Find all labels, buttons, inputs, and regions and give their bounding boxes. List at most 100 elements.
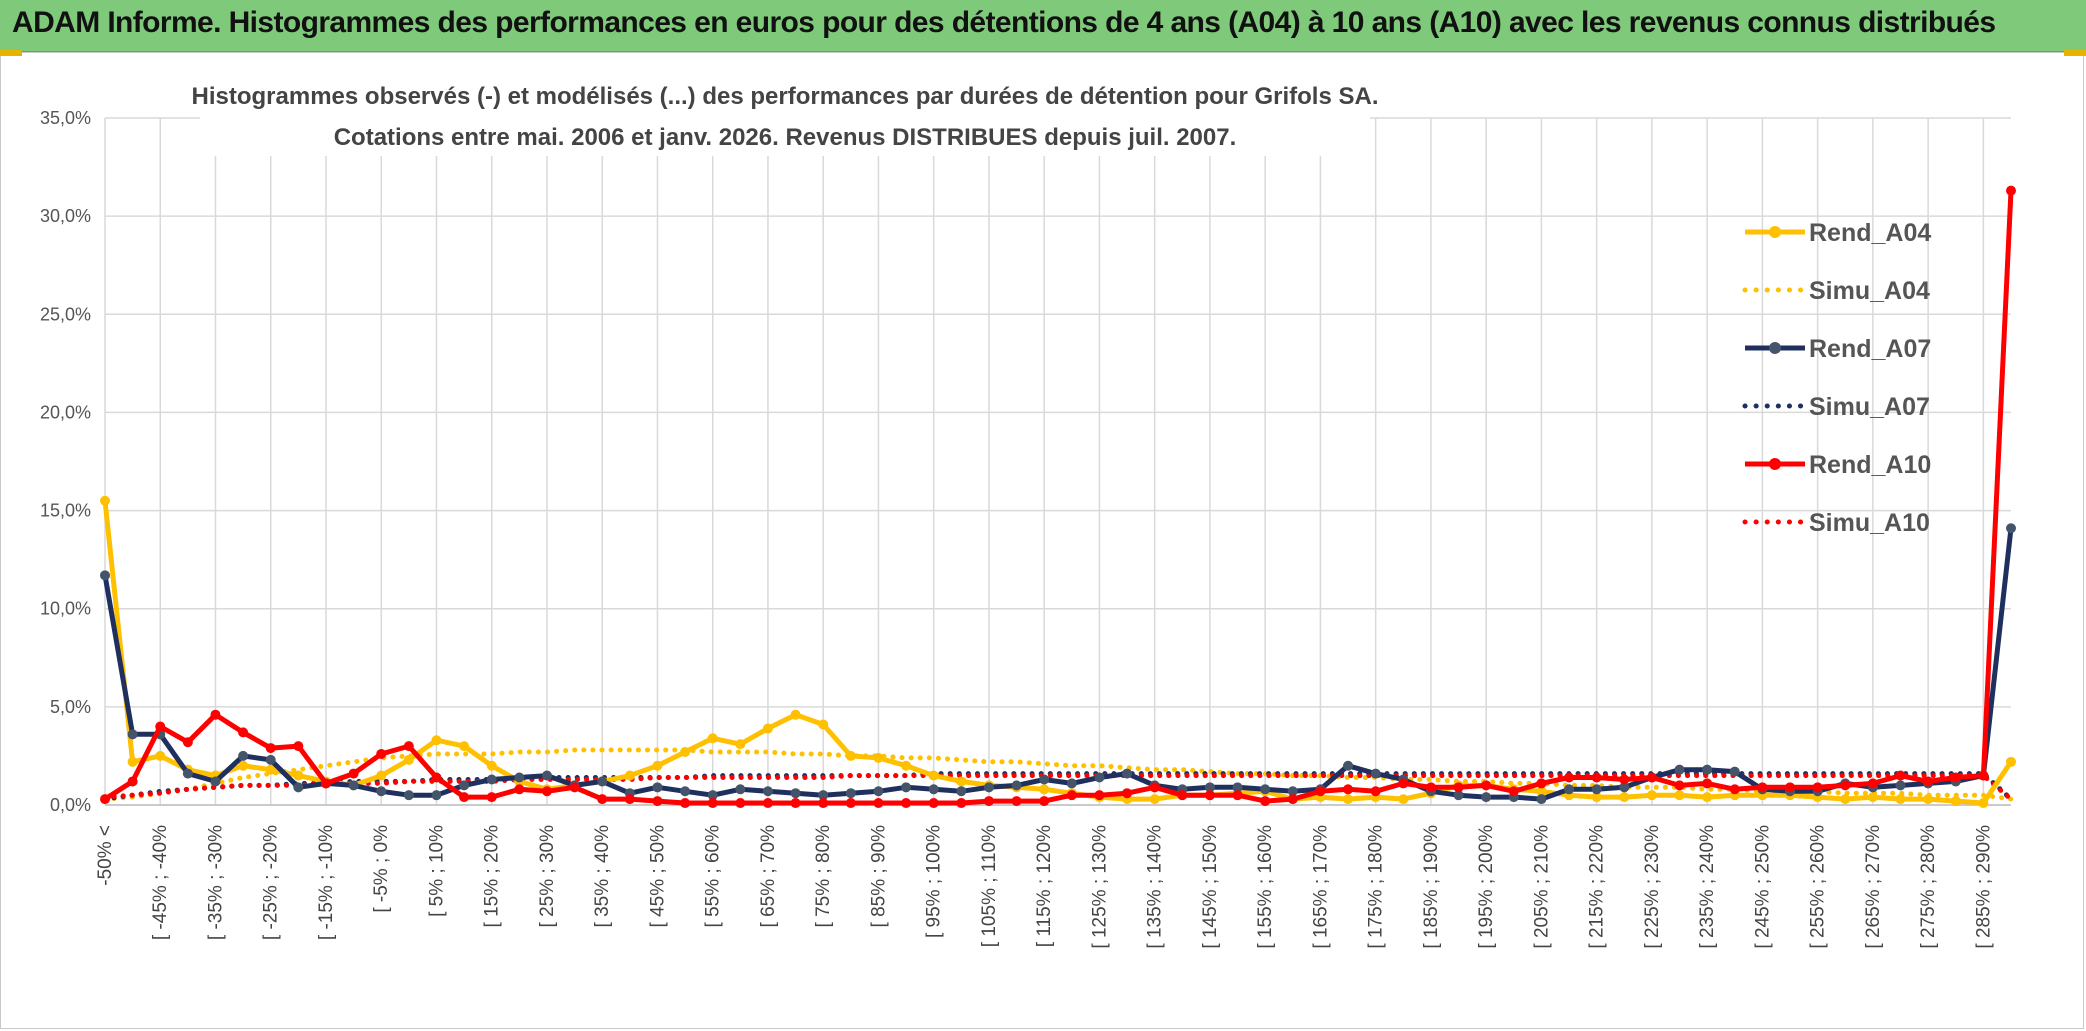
x-tick-label: [ 15% ; 20% xyxy=(482,825,503,928)
x-tick-label: [ 165% ; 170% xyxy=(1310,825,1331,949)
data-point xyxy=(1287,794,1298,805)
legend-item: Rend_A10 xyxy=(1745,451,1931,479)
chart-title-background xyxy=(200,74,1370,156)
data-point xyxy=(210,776,221,787)
data-point xyxy=(1895,780,1906,791)
data-point xyxy=(2006,756,2016,767)
x-tick-label: -50% < xyxy=(95,825,116,886)
data-point xyxy=(486,774,497,785)
data-point xyxy=(928,798,939,809)
legend-label: Rend_A04 xyxy=(1809,219,1931,247)
series-simu-a04 xyxy=(102,747,2014,802)
data-point xyxy=(845,750,856,761)
data-point xyxy=(100,570,110,581)
data-point xyxy=(652,796,663,807)
data-point xyxy=(569,782,580,793)
data-point xyxy=(762,798,773,809)
x-tick-label: [ 55% ; 60% xyxy=(703,825,724,928)
data-point xyxy=(1591,772,1602,783)
data-point xyxy=(1453,782,1464,793)
data-point xyxy=(155,721,166,732)
data-point xyxy=(1094,772,1105,783)
data-point xyxy=(431,790,442,801)
x-tick-label: [ -45% ; -40% xyxy=(150,825,171,940)
data-point xyxy=(956,776,967,787)
data-point xyxy=(541,786,552,797)
data-point xyxy=(127,776,138,787)
data-point xyxy=(348,768,359,779)
data-point xyxy=(459,792,470,803)
x-tick-label: [ 95% ; 100% xyxy=(924,825,945,938)
x-tick-label: [ 105% ; 110% xyxy=(979,825,1000,947)
data-point xyxy=(707,733,718,744)
legend-marker xyxy=(1769,226,1781,238)
data-point xyxy=(1757,782,1768,793)
data-point xyxy=(182,768,193,779)
data-point xyxy=(1315,786,1326,797)
x-tick-label: [ 25% ; 30% xyxy=(537,825,558,928)
data-point xyxy=(1923,794,1934,805)
y-tick-label: 25,0% xyxy=(40,304,91,324)
data-point xyxy=(376,748,387,759)
data-point xyxy=(1453,790,1464,801)
data-point xyxy=(707,798,718,809)
data-point xyxy=(1370,786,1381,797)
data-point xyxy=(210,709,221,720)
legend-label: Simu_A07 xyxy=(1809,393,1930,421)
data-point xyxy=(1812,782,1823,793)
series-line xyxy=(102,498,2014,806)
data-point xyxy=(1674,790,1685,801)
data-point xyxy=(403,754,414,765)
x-tick-label: [ 275% ; 280% xyxy=(1918,825,1939,949)
data-point xyxy=(1481,780,1492,791)
data-point xyxy=(624,794,635,805)
chart-title-line1: Histogrammes observés (-) et modélisés (… xyxy=(192,83,1379,110)
x-tick-label: [ 155% ; 160% xyxy=(1255,825,1276,949)
y-tick-label: 20,0% xyxy=(40,402,91,422)
data-point xyxy=(1619,774,1630,785)
data-point xyxy=(928,784,939,795)
x-tick-label: [ 245% ; 250% xyxy=(1752,825,1773,949)
series xyxy=(100,185,2016,809)
data-point xyxy=(1950,772,1961,783)
data-point xyxy=(238,750,249,761)
data-point xyxy=(1785,782,1796,793)
data-point xyxy=(1094,790,1105,801)
data-point xyxy=(1591,792,1602,803)
data-point xyxy=(1564,784,1575,795)
data-point xyxy=(127,756,138,767)
data-point xyxy=(1895,770,1906,781)
data-point xyxy=(293,741,304,752)
data-point xyxy=(1729,784,1740,795)
data-point xyxy=(1646,790,1657,801)
data-point xyxy=(403,741,414,752)
data-point xyxy=(1508,786,1519,797)
y-tick-label: 15,0% xyxy=(40,501,91,521)
data-point xyxy=(1011,796,1022,807)
data-point xyxy=(901,782,912,793)
data-point xyxy=(1177,790,1188,801)
x-tick-label: [ 225% ; 230% xyxy=(1642,825,1663,949)
data-point xyxy=(1370,768,1381,779)
data-point xyxy=(2006,185,2016,196)
series-line xyxy=(102,188,2014,806)
grid xyxy=(104,117,2011,806)
y-tick-label: 5,0% xyxy=(50,697,91,717)
x-tick-label: [ 265% ; 270% xyxy=(1863,825,1884,949)
data-point xyxy=(1674,764,1685,775)
y-tick-label: 30,0% xyxy=(40,206,91,226)
data-point xyxy=(1398,778,1409,789)
data-point xyxy=(818,798,829,809)
data-point xyxy=(265,743,276,754)
data-point xyxy=(127,729,138,740)
series-line xyxy=(102,747,2014,802)
series-rend-a10 xyxy=(100,185,2016,809)
data-point xyxy=(652,760,663,771)
data-point xyxy=(1149,794,1160,805)
data-point xyxy=(265,764,276,775)
data-point xyxy=(1978,798,1989,809)
data-point xyxy=(956,786,967,797)
x-tick-label: [ -5% ; 0% xyxy=(371,825,392,913)
y-tick-label: 10,0% xyxy=(40,599,91,619)
legend: Rend_A04 Simu_A04 Rend_A07 Simu_A07 Rend_A10… xyxy=(1742,219,1931,537)
